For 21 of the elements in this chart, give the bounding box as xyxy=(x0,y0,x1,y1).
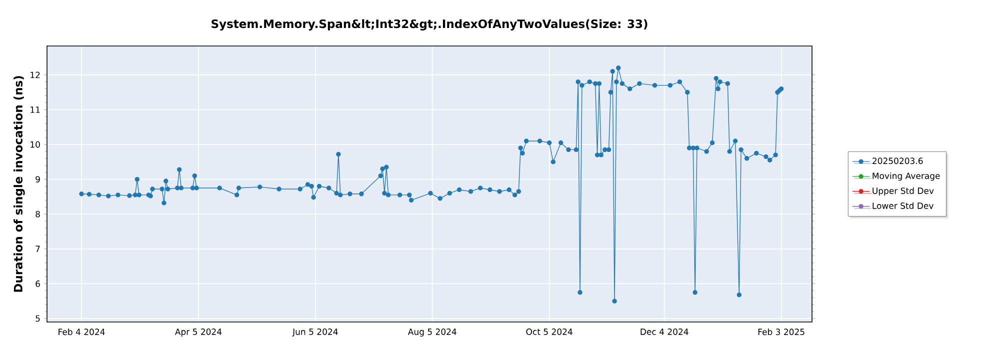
x-tick-label: Oct 5 2024 xyxy=(526,328,572,335)
y-tick-label: 12 xyxy=(30,72,40,78)
x-tick-label: Jun 5 2024 xyxy=(292,328,338,337)
y-tick-label: 10 xyxy=(30,141,40,148)
legend-label: Lower Std Dev xyxy=(872,202,934,209)
x-tick-label: Apr 5 2024 xyxy=(174,328,222,337)
y-tick-label: 5 xyxy=(36,315,40,322)
chart-title: System.Memory.Span&lt;Int32&gt;.IndexOfAnyTwoValues(Size: 33) xyxy=(212,19,648,30)
legend-label: 20250203.6 xyxy=(872,158,923,164)
x-tick-label: Feb 3 2025 xyxy=(758,328,804,336)
y-tick-label: 6 xyxy=(36,280,40,287)
y-tick-label: 9 xyxy=(36,176,40,183)
y-tick-label: 8 xyxy=(36,210,40,218)
x-tick-label: Aug 5 2024 xyxy=(408,328,456,337)
x-tick-label: Dec 4 2024 xyxy=(640,328,688,335)
y-axis-title: Duration of single invocation (ns) xyxy=(14,76,25,292)
y-tick-label: 7 xyxy=(36,246,40,252)
legend-label: Moving Average xyxy=(872,172,940,181)
y-tick-label: 11 xyxy=(30,106,40,113)
legend-label: Upper Std Dev xyxy=(872,187,934,196)
x-tick-label: Feb 4 2024 xyxy=(58,328,105,336)
